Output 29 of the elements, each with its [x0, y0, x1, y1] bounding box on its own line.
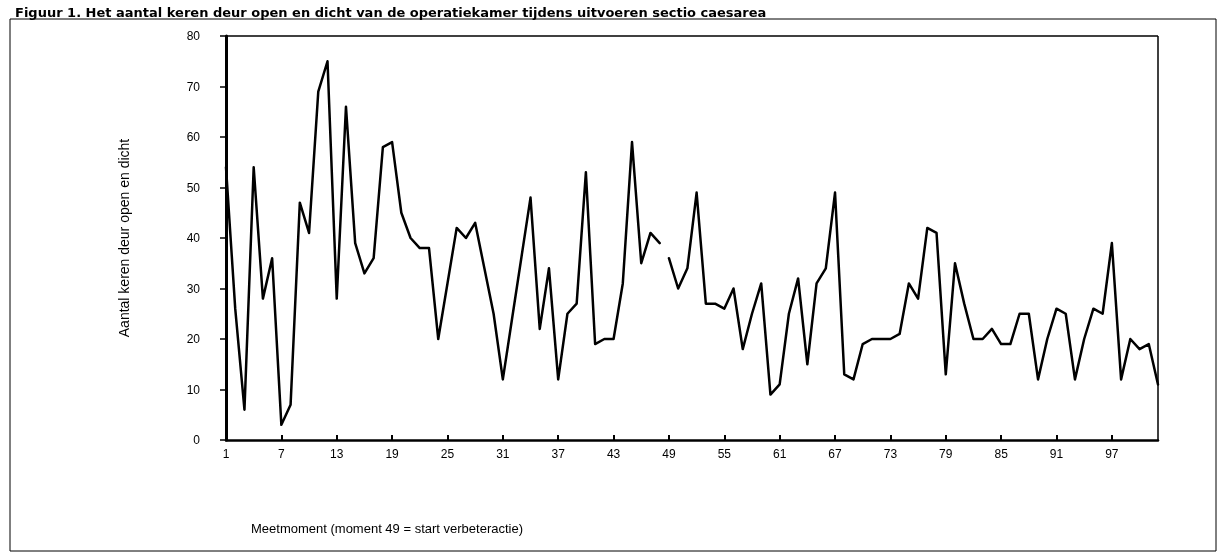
y-tick-label: 0 [193, 433, 201, 447]
x-tick-label: 43 [606, 447, 621, 461]
x-tick-label: 79 [939, 447, 953, 461]
x-tick-label: 97 [1105, 447, 1119, 461]
x-tick-label: 49 [662, 447, 676, 461]
y-tick-label: 80 [186, 29, 201, 43]
y-axis-title: Aantal keren deur open en dicht [116, 138, 132, 338]
y-tick-label: 20 [186, 332, 201, 346]
x-tick-label: 37 [551, 447, 566, 461]
y-tick-label: 30 [186, 281, 201, 296]
x-tick-label: 31 [496, 447, 510, 461]
x-tick-label: 85 [994, 447, 1009, 461]
chart-title: Figuur 1. Het aantal keren deur open en dicht van de operatiekamer tijdens uitvoeren sectio caesarea [15, 5, 767, 20]
x-axis-title: Meetmoment (moment 49 = start verbeteractie) [251, 521, 524, 536]
x-tick-label: 91 [1049, 447, 1064, 461]
x-tick-label: 25 [440, 447, 455, 461]
x-tick-label: 19 [385, 447, 400, 461]
x-tick-label: 7 [278, 447, 286, 461]
x-tick-label: 67 [828, 447, 843, 461]
y-tick-label: 50 [186, 180, 201, 195]
x-tick-label: 61 [772, 447, 787, 461]
y-tick-label: 70 [186, 79, 201, 94]
y-tick-label: 60 [186, 130, 201, 144]
x-tick-label: 13 [330, 447, 344, 461]
x-tick-label: 73 [883, 447, 898, 461]
y-tick-label: 40 [186, 231, 201, 245]
y-tick-label: 10 [186, 382, 201, 397]
x-tick-label: 1 [222, 447, 230, 461]
x-tick-label: 55 [717, 447, 732, 461]
